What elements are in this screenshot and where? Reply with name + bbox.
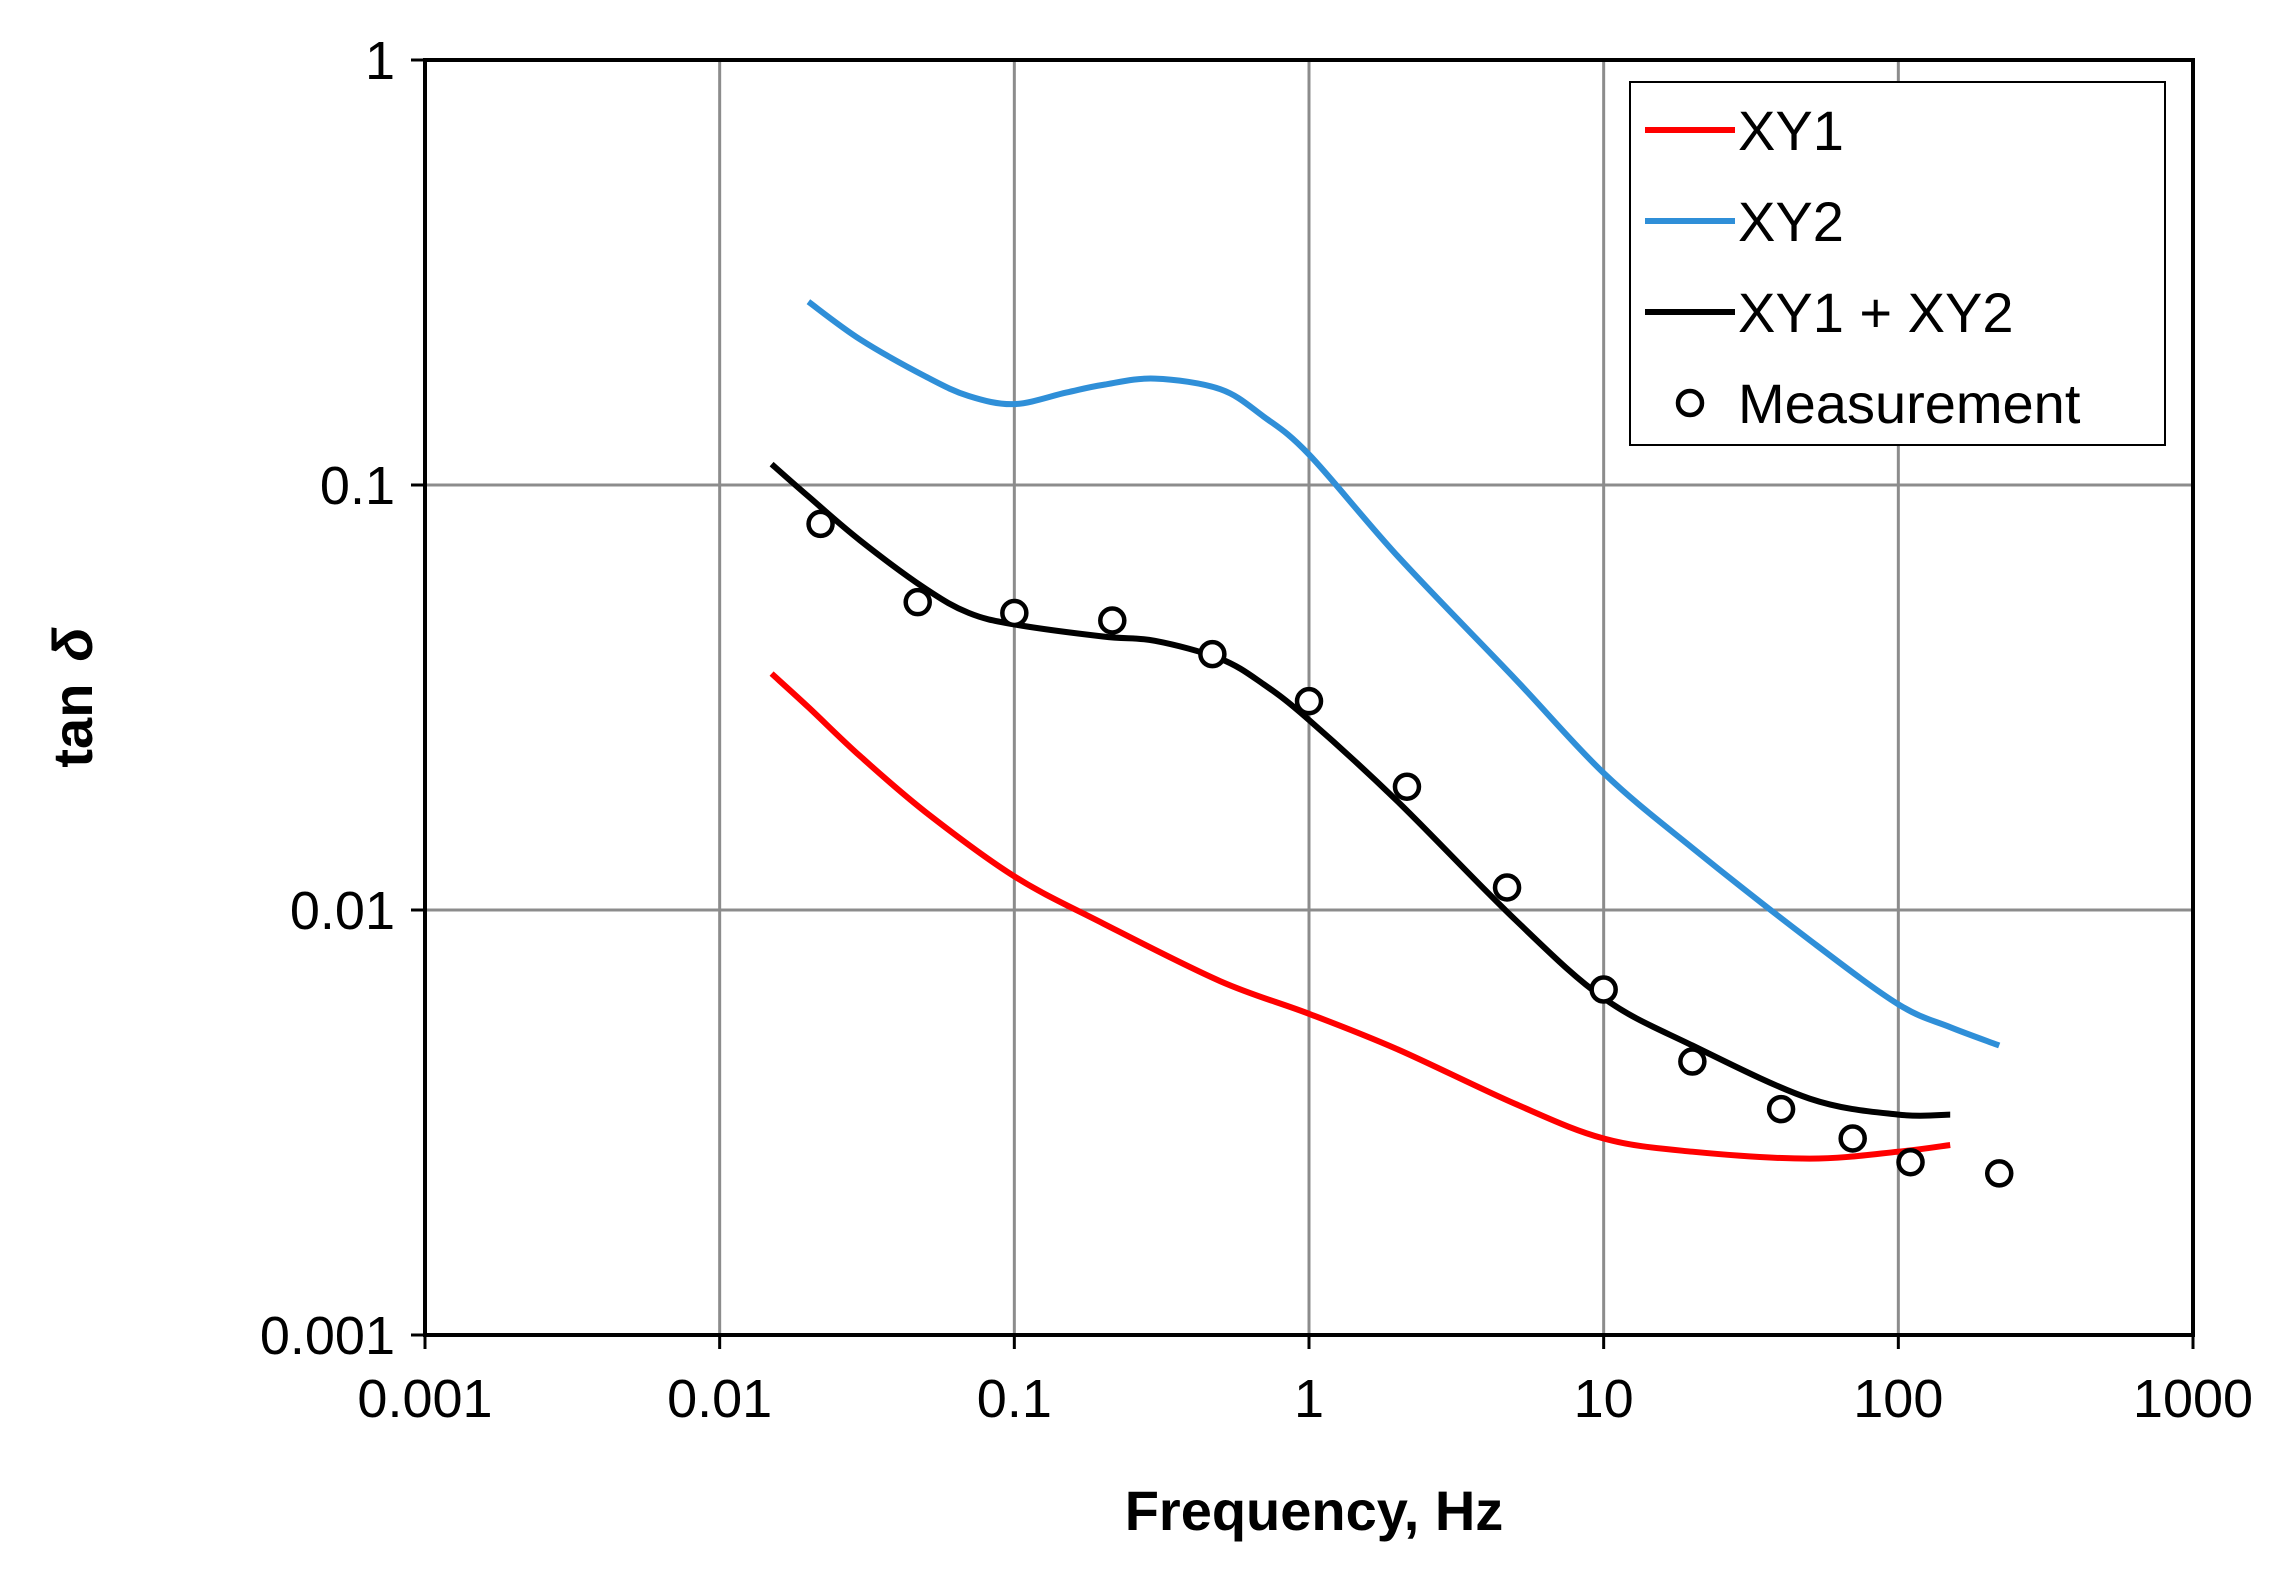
x-tick-label: 0.1 [977,1369,1052,1429]
x-tick-label: 10 [1574,1369,1634,1429]
measurement-point [1294,686,1324,716]
series-line-xy1 [769,671,1951,1162]
y-axis-title-symbol: δ [41,627,104,662]
axis-ticks: 0.001 0.01 0.1 1 10 100 1000 0.001 0.01 0.1 1 [260,31,2253,1429]
measurement-point [1766,1094,1796,1124]
measurement-point [1000,598,1029,628]
y-tick-label: 0.001 [260,1306,395,1366]
measurement-point [1392,772,1422,801]
measurement-point [1838,1124,1867,1153]
legend-label-xy1: XY1 [1738,99,1844,162]
y-axis-title: tan δ [41,627,104,768]
plot-series [769,299,2014,1188]
x-tick-label: 1 [1294,1369,1324,1429]
legend-box [1629,81,2166,446]
x-axis-title: Frequency, Hz [1125,1479,1504,1542]
legend-swatch-measurement [1675,388,1705,418]
measurement-point [806,509,835,539]
measurement-point [1198,639,1227,669]
x-tick-label: 1000 [2133,1369,2253,1429]
measurement-point [903,587,932,617]
measurement-point [1896,1147,1925,1177]
measurement-point [1098,606,1127,635]
y-tick-label: 0.1 [320,456,395,516]
series-line-xy2 [806,299,2001,1049]
series-line-xy1-xy2 [769,461,1951,1119]
measurement-point [1589,975,1618,1004]
legend-label-measurement: Measurement [1738,372,2081,435]
y-axis-title-main: tan [41,684,104,768]
measurement-point [1492,873,1522,902]
y-tick-label: 1 [365,31,395,91]
x-tick-label: 0.001 [357,1369,492,1429]
y-tick-label: 0.01 [290,881,395,941]
legend: XY1 XY2 XY1 + XY2 Measurement [1629,81,2166,446]
x-tick-label: 100 [1853,1369,1943,1429]
legend-label-xy1-xy2: XY1 + XY2 [1738,281,2014,344]
legend-label-xy2: XY2 [1738,190,1844,253]
measurement-point [1678,1047,1707,1076]
x-tick-label: 0.01 [667,1369,772,1429]
measurement-point [1984,1159,2014,1188]
